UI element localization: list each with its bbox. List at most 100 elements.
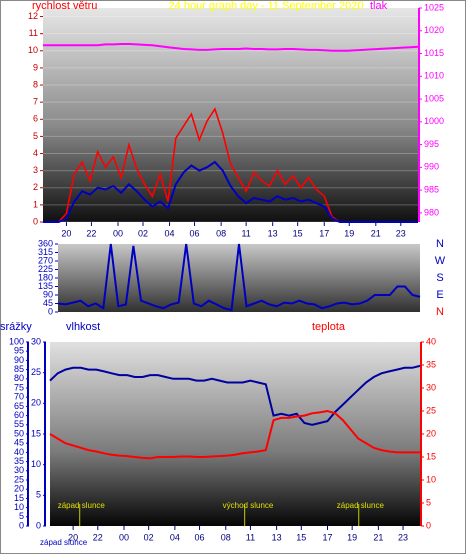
x-tick-label: 21	[373, 532, 383, 542]
y-tick-label: 70	[14, 392, 24, 402]
y-tick-label: 270	[38, 255, 53, 265]
y-tick-label: 10	[28, 45, 38, 55]
y-tick-label: 1010	[424, 71, 444, 81]
y-tick-label: 20	[31, 398, 41, 408]
y-tick-label: 0	[426, 520, 431, 530]
data-line	[49, 364, 421, 426]
y-tick-label: 25	[31, 367, 41, 377]
y-tick-label: 2	[33, 182, 38, 192]
x-tick-label: 17	[319, 228, 329, 238]
x-tick-label: 04	[165, 228, 175, 238]
x-tick-label: 22	[86, 228, 96, 238]
x-tick-label: 08	[216, 228, 226, 238]
y-tick-label: 1025	[424, 2, 444, 12]
y-tick-label: 1	[33, 199, 38, 209]
y-tick-label: 30	[14, 465, 24, 475]
y-tick-label: 60	[14, 410, 24, 420]
compass-label: W	[435, 255, 446, 267]
y-tick-label: 990	[424, 162, 439, 172]
y-tick-label: 50	[14, 428, 24, 438]
y-tick-label: 9	[33, 62, 38, 72]
x-tick-label: 02	[144, 532, 154, 542]
data-line	[43, 43, 419, 52]
y-tick-label: 15	[426, 451, 436, 461]
y-tick-label: 95	[14, 346, 24, 356]
y-tick-label: 985	[424, 185, 439, 195]
footer: západ slunce	[40, 538, 88, 547]
compass-label: N	[436, 238, 444, 250]
axis-label: vlhkost	[66, 321, 100, 333]
y-tick-label: 90	[14, 355, 24, 365]
y-tick-label: 5	[33, 131, 38, 141]
y-tick-label: 75	[14, 382, 24, 392]
compass-label: S	[436, 272, 443, 284]
y-tick-label: 20	[426, 428, 436, 438]
y-tick-label: 0	[36, 520, 41, 530]
y-tick-label: 45	[43, 298, 53, 308]
x-tick-label: 23	[398, 532, 408, 542]
y-tick-label: 6	[33, 114, 38, 124]
x-tick-label: 17	[322, 532, 332, 542]
x-tick-label: 22	[93, 532, 103, 542]
y-tick-label: 315	[38, 247, 53, 257]
y-tick-label: 1020	[424, 25, 444, 35]
y-tick-label: 25	[14, 474, 24, 484]
axis-label: srážky	[0, 321, 32, 333]
x-tick-label: 23	[396, 228, 406, 238]
y-tick-label: 40	[14, 447, 24, 457]
data-line	[43, 160, 418, 223]
y-tick-label: 1005	[424, 93, 444, 103]
y-tick-label: 4	[33, 148, 38, 158]
data-line	[49, 409, 420, 460]
y-tick-label: 0	[33, 216, 38, 226]
plot-area	[50, 342, 420, 526]
y-tick-label: 25	[426, 405, 436, 415]
y-tick-label: 20	[14, 484, 24, 494]
x-tick-label: 19	[347, 532, 357, 542]
y-tick-label: 10	[31, 459, 41, 469]
axis-label: teplota	[312, 321, 346, 333]
y-tick-label: 55	[14, 419, 24, 429]
compass-label: E	[436, 289, 443, 301]
x-tick-label: 02	[138, 228, 148, 238]
y-tick-label: 80	[14, 373, 24, 383]
x-tick-label: 20	[68, 532, 78, 542]
y-tick-label: 980	[424, 207, 439, 217]
y-tick-label: 15	[31, 428, 41, 438]
y-tick-label: 90	[43, 289, 53, 299]
y-tick-label: 100	[9, 336, 24, 346]
x-tick-label: 00	[119, 532, 129, 542]
axis-label: tlak	[370, 0, 388, 12]
x-tick-label: 13	[268, 228, 278, 238]
y-tick-label: 10	[426, 474, 436, 484]
y-tick-label: 180	[38, 272, 53, 282]
compass-label: N	[436, 306, 444, 318]
y-tick-label: 35	[14, 456, 24, 466]
y-tick-label: 8	[33, 79, 38, 89]
y-tick-label: 135	[38, 281, 53, 291]
y-tick-label: 5	[19, 511, 24, 521]
y-tick-label: 1000	[424, 116, 444, 126]
data-line	[57, 243, 421, 312]
y-tick-label: 3	[33, 165, 38, 175]
y-tick-label: 11	[29, 28, 38, 38]
plot-area	[43, 8, 418, 222]
y-tick-label: 35	[426, 359, 436, 369]
y-tick-label: 12	[28, 11, 38, 21]
x-tick-label: 11	[246, 532, 255, 542]
x-tick-label: 21	[371, 228, 381, 238]
y-tick-label: 45	[14, 438, 24, 448]
x-tick-label: 08	[221, 532, 231, 542]
annotation: západ slunce	[58, 501, 106, 510]
annotation: západ slunce	[337, 501, 385, 510]
y-tick-label: 85	[14, 364, 24, 374]
y-tick-label: 360	[38, 238, 53, 248]
y-tick-label: 7	[33, 97, 38, 107]
x-tick-label: 15	[296, 532, 306, 542]
y-tick-label: 40	[426, 336, 436, 346]
x-tick-label: 06	[195, 532, 205, 542]
y-tick-label: 0	[48, 306, 53, 316]
y-tick-label: 1015	[424, 48, 444, 58]
x-tick-label: 00	[113, 228, 123, 238]
